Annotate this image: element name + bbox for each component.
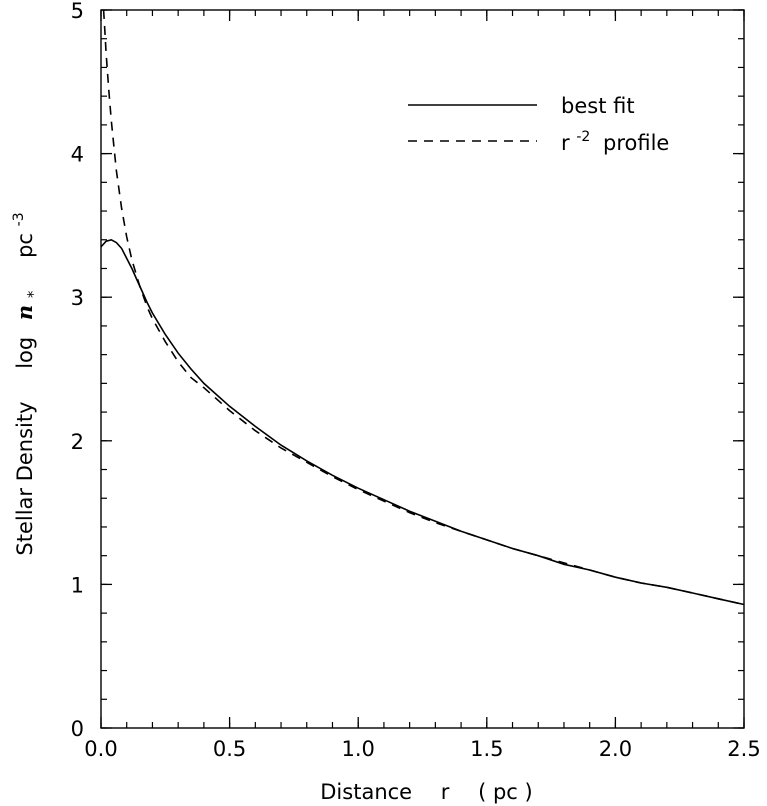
y-tick-label: 2 <box>71 430 84 454</box>
y-axis-subscript: * <box>24 290 42 298</box>
x-axis-unit: ( pc ) <box>478 780 533 804</box>
x-tick-label: 2.5 <box>727 737 760 761</box>
series-best-fit-line <box>100 238 745 606</box>
x-axis-title: Distance r ( pc ) <box>320 780 532 804</box>
x-tick-label: 2.0 <box>599 737 632 761</box>
legend-profile: profile <box>603 131 669 155</box>
x-tick-label: 0.0 <box>84 737 117 761</box>
y-axis-unit-exponent: -3 <box>11 212 27 226</box>
x-tick-label: 0.5 <box>213 737 246 761</box>
tick-labels: 0.0 0.5 1.0 1.5 2.0 2.5 0 1 2 3 4 5 <box>71 0 761 761</box>
plot-lines <box>100 9 745 606</box>
y-tick-label: 4 <box>71 143 84 167</box>
legend-r: r <box>561 131 570 155</box>
series-r2-profile-line <box>102 9 745 606</box>
y-tick-label: 3 <box>71 286 84 310</box>
x-axis-variable: r <box>441 780 450 804</box>
legend: best fit r -2 profile <box>408 94 669 155</box>
y-axis-unit: pc <box>13 233 37 258</box>
y-tick-label: 0 <box>71 717 84 741</box>
y-axis-word: Stellar Density <box>13 401 37 555</box>
y-axis-log: log <box>13 337 37 369</box>
x-axis-word: Distance <box>320 780 412 804</box>
legend-label-r2-profile: r -2 profile <box>561 122 669 155</box>
major-ticks <box>100 9 745 729</box>
y-axis-title: Stellar Density log n * pc -3 <box>11 212 43 555</box>
legend-label-best-fit: best fit <box>561 94 635 118</box>
legend-exponent: -2 <box>576 129 590 145</box>
x-tick-label: 1.5 <box>470 737 503 761</box>
y-tick-label: 1 <box>71 573 84 597</box>
plot-frame <box>100 9 745 729</box>
y-axis-variable: n <box>12 305 37 320</box>
y-tick-label: 5 <box>71 0 84 23</box>
x-tick-label: 1.0 <box>341 737 374 761</box>
minor-ticks <box>100 9 745 729</box>
